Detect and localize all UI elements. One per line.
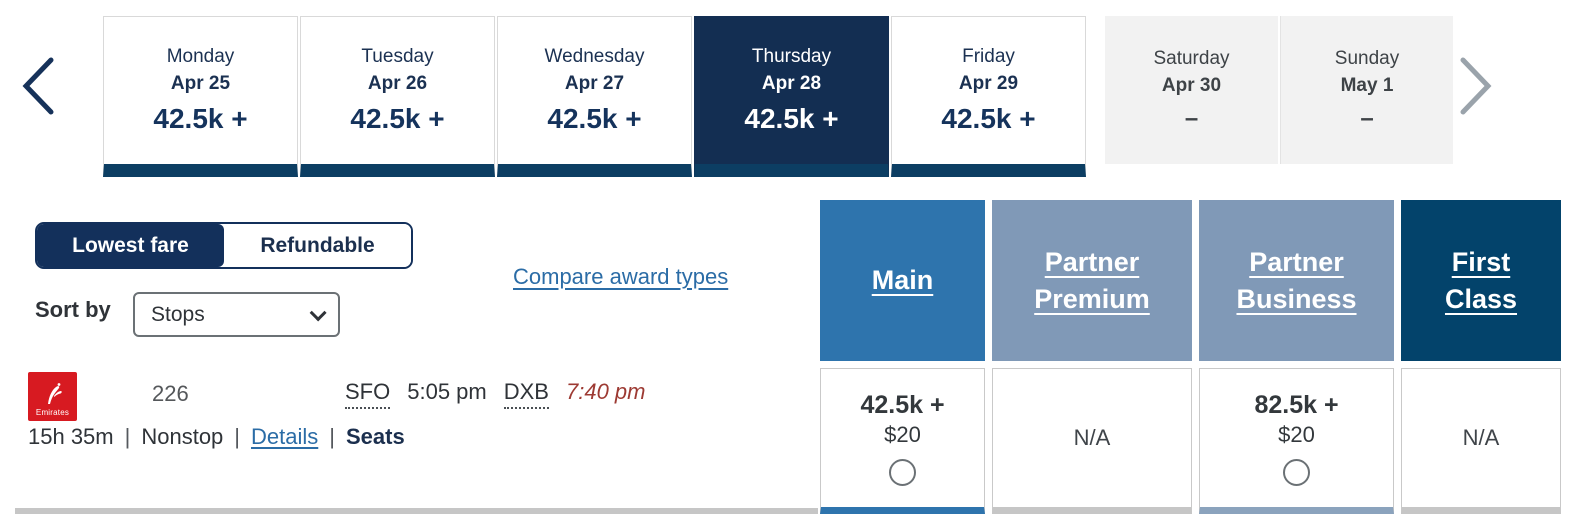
- day-tab-sunday[interactable]: Sunday May 1 –: [1280, 16, 1453, 164]
- chevron-right-icon: [1458, 57, 1494, 119]
- day-tab-thursday-selected[interactable]: Thursday Apr 28 42.5k +: [694, 16, 889, 177]
- flight-route: SFO 5:05 pm DXB 7:40 pm: [345, 379, 645, 409]
- lowest-fare-toggle[interactable]: Lowest fare: [37, 224, 224, 267]
- arrival-time: 7:40 pm: [565, 379, 646, 404]
- day-price: 42.5k +: [350, 103, 445, 134]
- details-link[interactable]: Details: [251, 424, 319, 449]
- day-price: 42.5k +: [744, 103, 839, 134]
- chevron-down-icon: [309, 303, 327, 321]
- day-date: Apr 25: [170, 73, 231, 94]
- fare-column-header-partner-business[interactable]: Partner Business: [1199, 200, 1394, 361]
- day-price: –: [1184, 104, 1199, 132]
- day-name: Thursday: [751, 46, 832, 67]
- day-tab-friday[interactable]: Friday Apr 29 42.5k +: [891, 16, 1086, 177]
- day-date: Apr 26: [367, 73, 428, 94]
- fare-radio-main[interactable]: [889, 458, 916, 486]
- fare-column-header-main[interactable]: Main: [820, 200, 985, 361]
- day-name: Tuesday: [361, 46, 434, 67]
- day-price: 42.5k +: [941, 103, 1036, 134]
- column-label: Main: [871, 265, 934, 296]
- fare-miles: 42.5k +: [860, 390, 945, 419]
- fare-type-toggle: Lowest fare Refundable: [35, 222, 413, 269]
- separator: |: [234, 424, 241, 449]
- fare-unavailable: N/A: [1073, 425, 1111, 450]
- day-date: May 1: [1340, 74, 1394, 96]
- refundable-toggle[interactable]: Refundable: [224, 224, 411, 267]
- fare-cell-partner-business[interactable]: 82.5k + $20: [1199, 368, 1394, 514]
- day-date: Apr 29: [958, 73, 1019, 94]
- fare-matrix: Main Partner Premium Partner Business Fi…: [820, 200, 1561, 514]
- destination-airport-code[interactable]: DXB: [503, 379, 549, 409]
- day-price: –: [1360, 104, 1374, 132]
- flight-row-divider: [15, 508, 818, 514]
- prev-week-button[interactable]: [20, 56, 56, 119]
- sort-by-label: Sort by: [35, 297, 111, 322]
- fare-cell-first-class: N/A: [1401, 368, 1561, 514]
- fare-miles: 82.5k +: [1254, 390, 1339, 419]
- fare-taxes: $20: [1278, 421, 1315, 447]
- column-label: Class: [1444, 283, 1518, 314]
- fare-radio-partner-business[interactable]: [1283, 458, 1310, 486]
- airline-name: Emirates: [35, 408, 70, 417]
- column-label: Partner: [1249, 247, 1344, 278]
- fare-unavailable: N/A: [1462, 425, 1500, 450]
- fare-cell-main[interactable]: 42.5k + $20: [820, 368, 985, 514]
- emirates-logo: Emirates: [28, 372, 77, 421]
- sort-selected-value: Stops: [151, 302, 205, 326]
- flight-meta: 15h 35m | Nonstop | Details | Seats: [28, 424, 405, 450]
- compare-award-types-link[interactable]: Compare award types: [513, 264, 729, 289]
- day-name: Wednesday: [544, 46, 645, 67]
- day-tab-saturday[interactable]: Saturday Apr 30 –: [1105, 16, 1278, 164]
- flight-duration: 15h 35m: [28, 424, 114, 449]
- seats-link[interactable]: Seats: [345, 424, 405, 449]
- column-label: Premium: [1034, 283, 1150, 314]
- day-price: 42.5k +: [547, 103, 642, 134]
- day-date: Apr 27: [564, 73, 625, 94]
- departure-time: 5:05 pm: [407, 379, 487, 404]
- day-name: Monday: [166, 46, 235, 67]
- chevron-left-icon: [20, 57, 56, 119]
- fare-column-header-partner-premium[interactable]: Partner Premium: [992, 200, 1192, 361]
- day-date: Apr 30: [1161, 74, 1222, 96]
- separator: |: [329, 424, 335, 449]
- flight-number: 226: [152, 381, 189, 406]
- fare-cell-partner-premium: N/A: [992, 368, 1192, 514]
- column-label: First: [1451, 247, 1511, 278]
- day-price: 42.5k +: [153, 103, 248, 134]
- column-label: Partner: [1044, 247, 1140, 278]
- next-week-button[interactable]: [1458, 56, 1494, 119]
- fare-taxes: $20: [884, 421, 921, 447]
- day-name: Saturday: [1153, 47, 1230, 69]
- fare-column-header-first-class[interactable]: First Class: [1401, 200, 1561, 361]
- day-name: Sunday: [1334, 47, 1400, 69]
- day-date: Apr 28: [761, 73, 822, 94]
- day-tab-wednesday[interactable]: Wednesday Apr 27 42.5k +: [497, 16, 692, 177]
- day-tab-tuesday[interactable]: Tuesday Apr 26 42.5k +: [300, 16, 495, 177]
- separator: |: [124, 424, 131, 449]
- day-name: Friday: [962, 46, 1015, 67]
- emirates-calligraphy-icon: [47, 383, 62, 404]
- column-label: Business: [1236, 283, 1357, 314]
- origin-airport-code[interactable]: SFO: [345, 379, 391, 409]
- stops-label: Nonstop: [141, 424, 224, 449]
- day-tab-monday[interactable]: Monday Apr 25 42.5k +: [103, 16, 298, 177]
- date-strip: Monday Apr 25 42.5k + Tuesday Apr 26 42.…: [103, 16, 1453, 177]
- sort-select[interactable]: Stops: [133, 292, 340, 337]
